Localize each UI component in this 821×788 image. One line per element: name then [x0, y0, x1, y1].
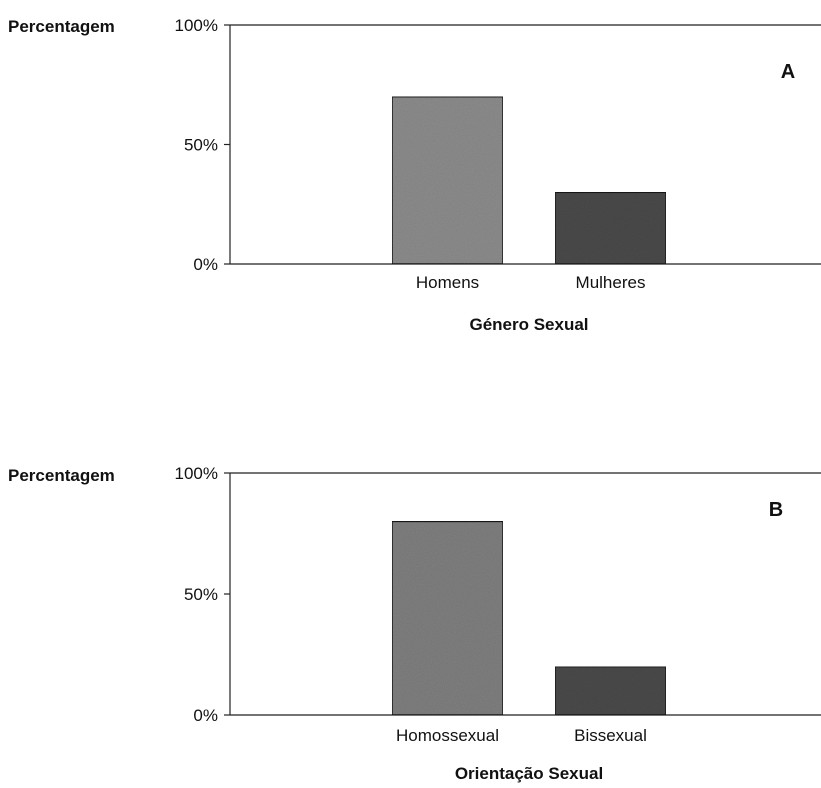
panel-label: B	[769, 499, 783, 521]
y-axis-title: Percentagem	[8, 17, 115, 36]
x-category-label: Homossexual	[396, 726, 499, 745]
bar-bissexual	[554, 665, 667, 716]
x-category-label: Homens	[416, 273, 479, 292]
y-tick-label: 0%	[193, 255, 218, 274]
bar-homens	[391, 95, 504, 265]
x-axis-title: Género Sexual	[469, 315, 588, 334]
y-tick-label: 0%	[193, 706, 218, 725]
panel-label: A	[781, 61, 795, 83]
x-axis-title: Orientação Sexual	[455, 764, 603, 783]
bar-homossexual	[391, 520, 504, 716]
y-axis-title: Percentagem	[8, 466, 115, 485]
bar-mulheres	[554, 191, 667, 265]
y-tick-label: 50%	[184, 585, 218, 604]
y-tick-label: 100%	[175, 16, 218, 35]
x-category-label: Mulheres	[576, 273, 646, 292]
y-tick-label: 100%	[175, 464, 218, 483]
x-category-label: Bissexual	[574, 726, 647, 745]
y-tick-label: 50%	[184, 136, 218, 155]
